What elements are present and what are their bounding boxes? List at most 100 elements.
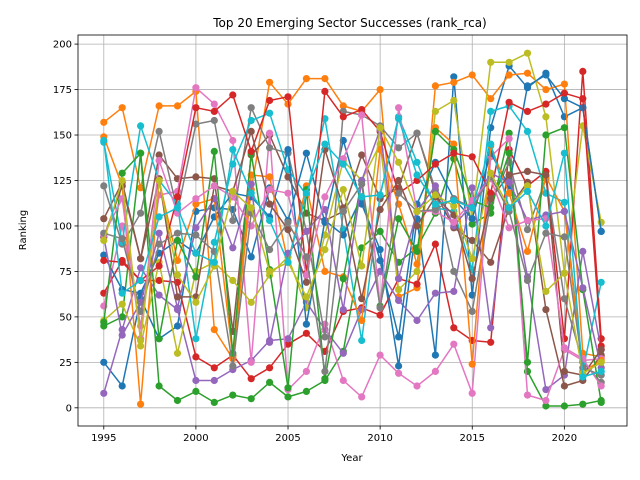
series-line bbox=[103, 128, 602, 368]
data-point bbox=[302, 253, 310, 261]
data-point bbox=[173, 304, 182, 312]
data-point bbox=[266, 200, 274, 208]
data-point bbox=[155, 291, 163, 299]
data-point bbox=[247, 395, 255, 403]
data-point bbox=[597, 218, 605, 226]
data-point bbox=[302, 367, 310, 375]
data-point bbox=[450, 218, 458, 226]
data-point bbox=[284, 258, 292, 266]
data-point bbox=[192, 335, 200, 343]
data-point bbox=[100, 236, 108, 245]
data-point bbox=[450, 287, 458, 295]
data-point bbox=[358, 193, 366, 201]
data-point bbox=[505, 71, 513, 79]
data-point bbox=[321, 375, 329, 383]
data-point bbox=[192, 200, 200, 208]
data-point bbox=[118, 176, 126, 185]
data-point bbox=[118, 300, 126, 308]
data-point bbox=[266, 267, 274, 275]
data-point bbox=[376, 206, 384, 214]
data-point bbox=[468, 71, 476, 79]
axes-frame bbox=[77, 34, 628, 427]
series-20 bbox=[100, 115, 605, 381]
data-point bbox=[376, 124, 384, 132]
data-point bbox=[431, 240, 439, 248]
data-point bbox=[468, 307, 476, 315]
data-point bbox=[505, 178, 513, 186]
data-point bbox=[560, 149, 569, 157]
data-point bbox=[173, 271, 182, 279]
data-point bbox=[523, 216, 532, 225]
data-point bbox=[192, 353, 200, 361]
data-point bbox=[395, 275, 403, 283]
data-point bbox=[505, 189, 513, 197]
data-point bbox=[523, 226, 532, 234]
data-point bbox=[339, 186, 347, 194]
data-point bbox=[560, 89, 569, 97]
data-point bbox=[173, 102, 182, 110]
data-point bbox=[523, 127, 532, 135]
data-point bbox=[155, 262, 163, 270]
data-point bbox=[155, 276, 163, 285]
series-line bbox=[103, 86, 602, 402]
data-point bbox=[468, 215, 476, 223]
data-point bbox=[431, 367, 439, 375]
data-point bbox=[321, 115, 329, 123]
data-point bbox=[376, 304, 384, 312]
data-point bbox=[505, 204, 513, 212]
data-point bbox=[137, 336, 145, 345]
data-point bbox=[487, 195, 495, 203]
series-line bbox=[103, 74, 602, 338]
data-point bbox=[137, 307, 145, 315]
data-point bbox=[137, 276, 145, 285]
data-point bbox=[523, 247, 532, 255]
data-point bbox=[284, 93, 292, 101]
data-point bbox=[339, 207, 347, 215]
data-point bbox=[173, 396, 182, 405]
y-axis: 0 25 50 75 100 125 150 175 200 bbox=[53, 40, 78, 414]
data-point bbox=[413, 158, 421, 166]
data-point bbox=[302, 387, 310, 395]
data-point bbox=[413, 260, 421, 268]
data-point bbox=[247, 104, 255, 112]
data-point bbox=[450, 149, 458, 157]
data-point bbox=[468, 153, 476, 161]
data-point bbox=[284, 335, 292, 343]
data-point bbox=[579, 373, 587, 381]
data-point bbox=[266, 173, 274, 181]
data-point bbox=[523, 167, 532, 175]
data-point bbox=[173, 204, 182, 212]
data-point bbox=[302, 278, 310, 286]
data-point bbox=[229, 244, 237, 252]
data-point bbox=[542, 86, 550, 94]
chart-title: Top 20 Emerging Sector Successes (rank_r… bbox=[212, 16, 487, 30]
data-point bbox=[358, 180, 366, 188]
data-point bbox=[468, 236, 476, 245]
data-point bbox=[137, 149, 145, 157]
data-point bbox=[431, 107, 439, 115]
data-point bbox=[450, 202, 458, 210]
data-point bbox=[579, 400, 587, 408]
data-point bbox=[118, 169, 126, 177]
data-point bbox=[321, 75, 329, 83]
data-point bbox=[597, 358, 605, 366]
data-point bbox=[192, 224, 200, 232]
data-point bbox=[487, 258, 495, 266]
data-point bbox=[395, 215, 403, 223]
data-point bbox=[413, 171, 421, 179]
data-point bbox=[118, 235, 126, 243]
data-point bbox=[155, 213, 163, 221]
data-point bbox=[358, 151, 366, 159]
data-point bbox=[302, 227, 310, 235]
data-point bbox=[192, 120, 200, 128]
y-tick-label: 125 bbox=[53, 176, 72, 187]
data-point bbox=[137, 400, 145, 408]
y-axis-label: Ranking bbox=[18, 210, 29, 250]
data-point bbox=[118, 313, 126, 321]
data-point bbox=[266, 129, 274, 137]
data-point bbox=[376, 351, 384, 359]
data-point bbox=[339, 275, 347, 283]
x-tick-label: 2010 bbox=[367, 433, 392, 444]
series-line bbox=[103, 177, 602, 394]
